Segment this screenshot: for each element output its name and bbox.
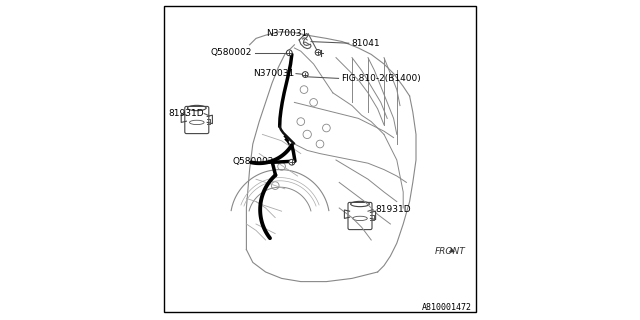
Text: FIG.810-2(B1400): FIG.810-2(B1400)	[340, 74, 420, 83]
Text: A810001472: A810001472	[422, 303, 472, 312]
Circle shape	[287, 50, 292, 56]
Text: Q580002: Q580002	[232, 157, 274, 166]
Circle shape	[289, 159, 295, 165]
Text: N370031: N370031	[266, 29, 307, 38]
Text: FRONT: FRONT	[435, 247, 465, 256]
Text: Q580002: Q580002	[211, 48, 252, 57]
Text: 81931D: 81931D	[375, 205, 411, 214]
Circle shape	[302, 72, 308, 77]
Circle shape	[315, 50, 321, 55]
Text: N370031: N370031	[253, 69, 294, 78]
Text: 81041: 81041	[351, 39, 380, 48]
Text: 81931D: 81931D	[168, 109, 204, 118]
